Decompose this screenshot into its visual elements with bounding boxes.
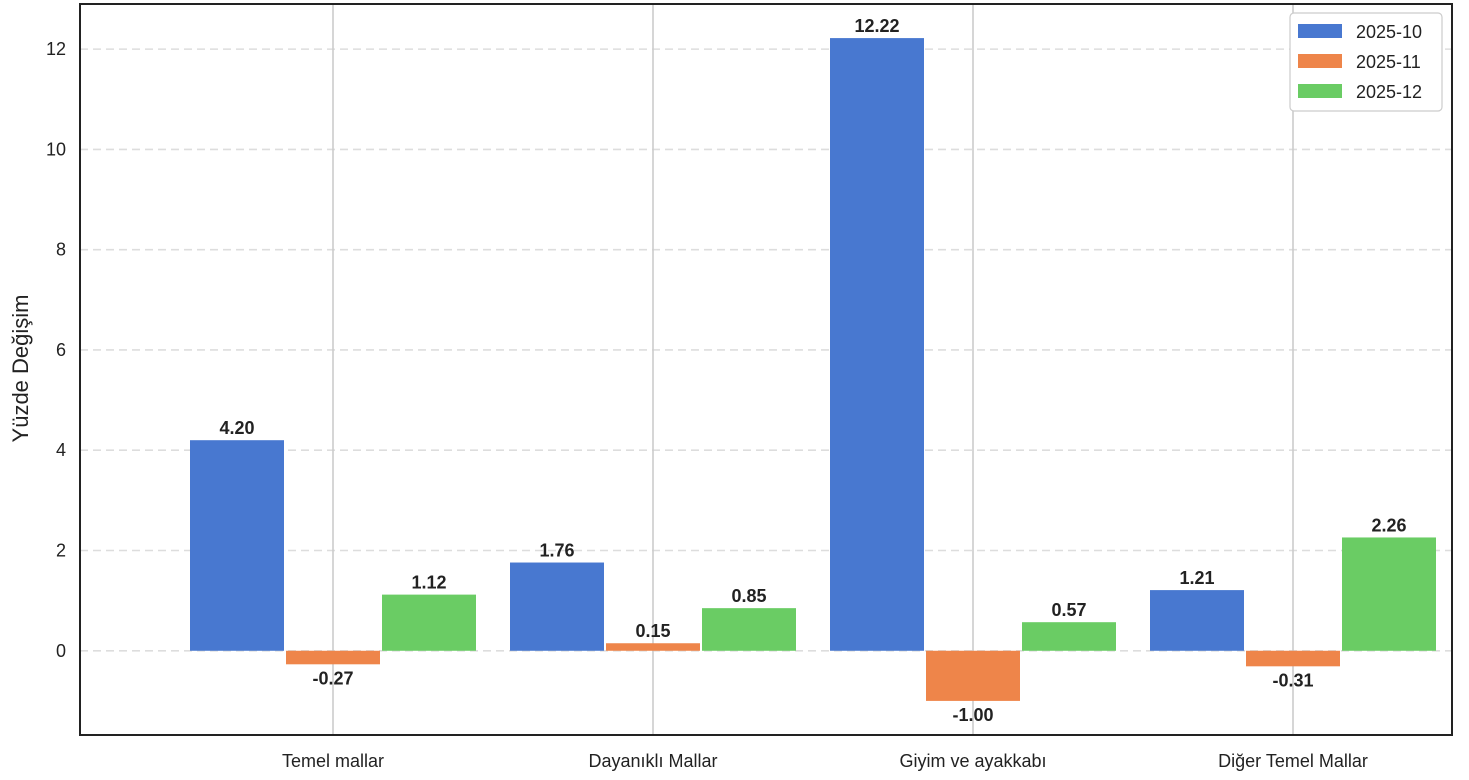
x-tick-label: Giyim ve ayakkabı: [899, 751, 1046, 771]
data-label: -0.27: [312, 668, 353, 688]
bars: [190, 38, 1436, 701]
y-tick-label: 2: [56, 540, 66, 560]
data-label: -1.00: [952, 705, 993, 725]
bar-2025-10-0: [190, 440, 284, 651]
legend-swatch: [1298, 24, 1342, 38]
data-label: 1.76: [539, 541, 574, 561]
legend-swatch: [1298, 84, 1342, 98]
data-label: -0.31: [1272, 670, 1313, 690]
plot-frame: [79, 3, 1453, 736]
bar-2025-10-1: [510, 562, 604, 651]
legend-label: 2025-12: [1356, 82, 1422, 102]
y-tick-label: 0: [56, 641, 66, 661]
y-tick-label: 10: [46, 139, 66, 159]
y-axis-label: Yüzde Değişim: [8, 295, 33, 443]
data-label: 0.57: [1051, 600, 1086, 620]
data-label: 1.12: [411, 573, 446, 593]
bar-2025-11-3: [1246, 650, 1340, 667]
data-label: 4.20: [219, 418, 254, 438]
bar-2025-12-2: [1022, 622, 1116, 651]
data-label: 12.22: [854, 16, 899, 36]
bar-2025-10-3: [1150, 590, 1244, 651]
legend-swatch: [1298, 54, 1342, 68]
legend-label: 2025-10: [1356, 22, 1422, 42]
y-axis-ticks: 0 2 4 6 8 10 12: [46, 39, 66, 661]
bar-2025-11-2: [926, 650, 1020, 701]
legend: 2025-10 2025-11 2025-12: [1289, 12, 1443, 112]
x-tick-label: Diğer Temel Mallar: [1218, 751, 1368, 771]
y-tick-label: 6: [56, 340, 66, 360]
x-tick-label: Temel mallar: [282, 751, 384, 771]
data-label: 2.26: [1371, 515, 1406, 535]
x-tick-label: Dayanıklı Mallar: [588, 751, 717, 771]
bar-2025-12-0: [382, 594, 476, 651]
legend-label: 2025-11: [1356, 52, 1421, 72]
data-label: 1.21: [1179, 568, 1214, 588]
bar-2025-11-0: [286, 650, 380, 665]
data-label: 0.85: [731, 586, 766, 606]
x-axis-ticks: Temel mallar Dayanıklı Mallar Giyim ve aya…: [282, 751, 1368, 771]
bar-2025-12-1: [702, 608, 796, 651]
data-labels: 4.20 -0.27 1.12 1.76 0.15 0.85 12.22 -1.00 0.57 1…: [219, 16, 1406, 725]
data-label: 0.15: [635, 621, 670, 641]
y-tick-label: 8: [56, 240, 66, 260]
y-tick-label: 4: [56, 440, 66, 460]
bar-2025-10-2: [830, 38, 924, 651]
y-tick-label: 12: [46, 39, 66, 59]
bar-2025-11-1: [606, 643, 700, 651]
bar-2025-12-3: [1342, 537, 1436, 651]
